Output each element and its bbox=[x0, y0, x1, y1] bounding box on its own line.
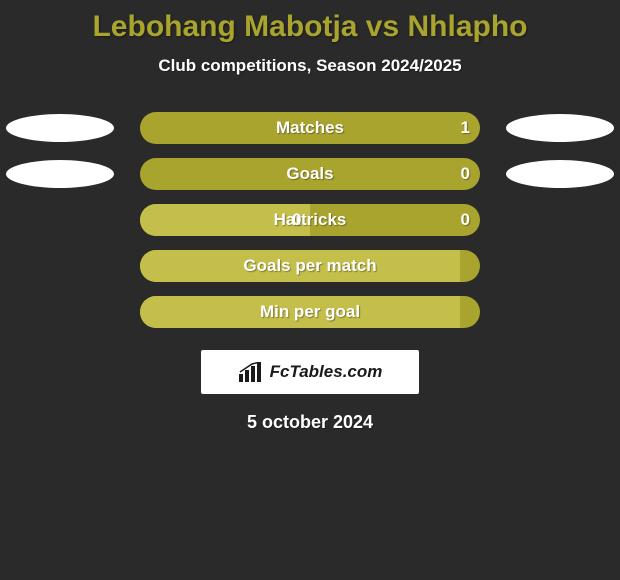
player-pellet-left bbox=[6, 114, 114, 142]
stat-label: Goals per match bbox=[243, 256, 376, 276]
stat-label: Goals bbox=[286, 164, 333, 184]
stats-rows: Matches1Goals0Hattricks00Goals per match… bbox=[0, 112, 620, 328]
brand-chart-icon bbox=[238, 362, 264, 382]
stat-row: Goals 0 bbox=[0, 158, 620, 190]
stat-bar: Goals 0 bbox=[140, 158, 480, 190]
stat-value-right: 0 bbox=[461, 164, 470, 184]
player-pellet-left bbox=[6, 160, 114, 188]
stat-bar: Hattricks00 bbox=[140, 204, 480, 236]
brand-box: FcTables.com bbox=[201, 350, 419, 394]
stat-bar: Goals per match bbox=[140, 250, 480, 282]
stat-row: Min per goal bbox=[0, 296, 620, 328]
stat-label: Min per goal bbox=[260, 302, 360, 322]
stat-label: Hattricks bbox=[274, 210, 347, 230]
stat-value-left: 0 bbox=[292, 210, 301, 230]
stat-value-right: 0 bbox=[461, 210, 470, 230]
stat-bar: Min per goal bbox=[140, 296, 480, 328]
infographic-canvas: Lebohang Mabotja vs Nhlapho Club competi… bbox=[0, 0, 620, 580]
stat-label: Matches bbox=[276, 118, 344, 138]
stat-row: Matches 1 bbox=[0, 112, 620, 144]
brand-text: FcTables.com bbox=[270, 362, 383, 382]
stat-row: Goals per match bbox=[0, 250, 620, 282]
player-pellet-right bbox=[506, 114, 614, 142]
stat-row: Hattricks00 bbox=[0, 204, 620, 236]
player-pellet-right bbox=[506, 160, 614, 188]
subtitle: Club competitions, Season 2024/2025 bbox=[0, 56, 620, 76]
page-title: Lebohang Mabotja vs Nhlapho bbox=[0, 0, 620, 44]
footer-date: 5 october 2024 bbox=[0, 412, 620, 433]
stat-bar: Matches 1 bbox=[140, 112, 480, 144]
stat-value-right: 1 bbox=[461, 118, 470, 138]
